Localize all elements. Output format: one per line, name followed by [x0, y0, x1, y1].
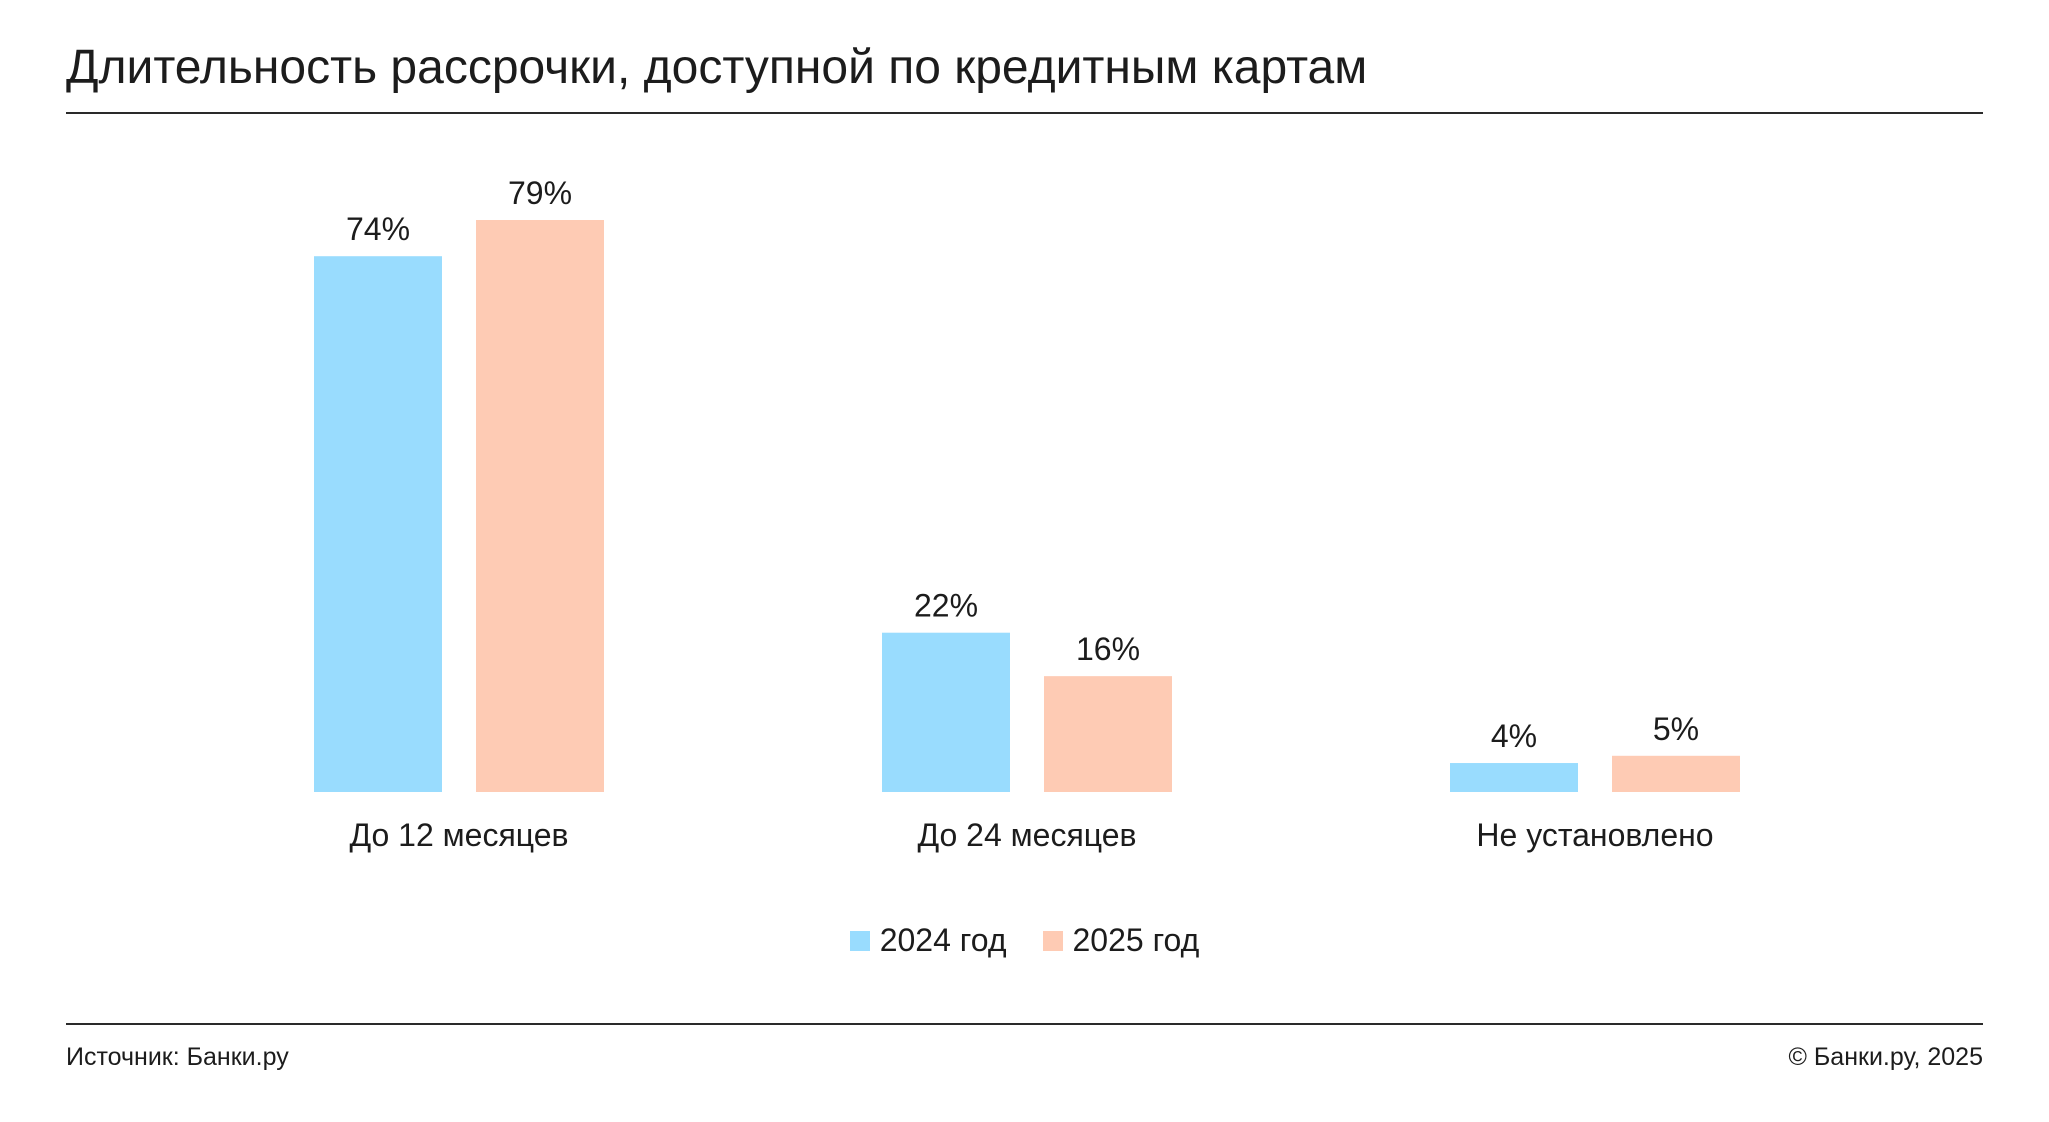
bottom-divider [66, 1023, 1983, 1025]
bar-2024-cat-3 [1450, 763, 1578, 792]
value-label-2024-cat-2: 22% [914, 588, 978, 624]
category-labels-group: До 12 месяцев До 24 месяцев Не установлено [349, 817, 1713, 853]
bar-2025-cat-1 [476, 220, 604, 792]
category-label-2: До 24 месяцев [917, 817, 1136, 853]
value-label-2025-cat-3: 5% [1653, 711, 1699, 747]
value-label-2024-cat-3: 4% [1491, 718, 1537, 754]
legend: 2024 год 2025 год [0, 922, 2049, 959]
source-note: Источник: Банки.ру [66, 1043, 289, 1071]
value-labels-group: 74% 79% 22% 16% 4% 5% [346, 175, 1699, 754]
category-label-3: Не установлено [1476, 817, 1713, 853]
legend-item-2024: 2024 год [849, 922, 1007, 959]
legend-item-2025: 2025 год [1042, 922, 1200, 959]
legend-swatch-2025 [1042, 930, 1063, 951]
value-label-2025-cat-2: 16% [1076, 631, 1140, 667]
chart-title: Длительность рассрочки, доступной по кре… [66, 41, 1368, 94]
legend-swatch-2024 [849, 930, 870, 951]
copyright-note: © Банки.ру, 2025 [1788, 1043, 1983, 1071]
bar-chart: 74% 79% 22% 16% 4% 5% До 12 месяцев До 24 меся… [314, 175, 1740, 853]
bar-2024-cat-1 [314, 256, 442, 793]
legend-label-2024: 2024 год [879, 922, 1007, 958]
bars-group [314, 220, 1740, 793]
bar-2024-cat-2 [882, 632, 1010, 792]
category-label-1: До 12 месяцев [349, 817, 568, 853]
value-label-2025-cat-1: 79% [508, 175, 572, 211]
bar-2025-cat-2 [1044, 676, 1172, 792]
top-divider [66, 112, 1983, 114]
value-label-2024-cat-1: 74% [346, 211, 410, 247]
bar-2025-cat-3 [1612, 755, 1740, 792]
legend-label-2025: 2025 год [1072, 922, 1200, 958]
